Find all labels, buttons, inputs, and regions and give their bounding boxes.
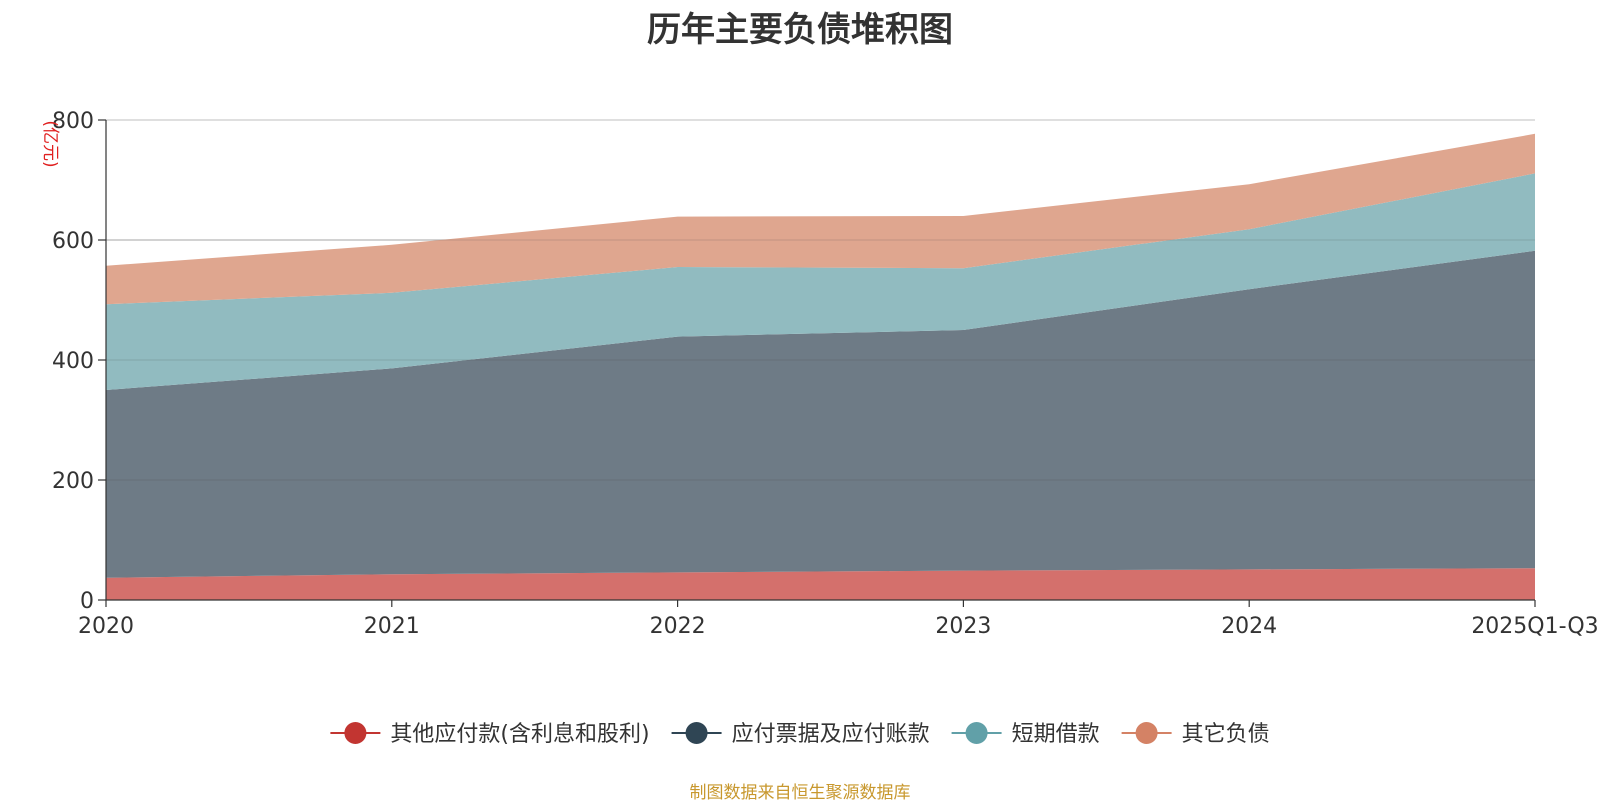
area-series-3 <box>106 173 1535 390</box>
area-series-4 <box>106 133 1535 305</box>
legend-label: 应付票据及应付账款 <box>732 722 930 747</box>
legend-item[interactable]: 应付票据及应付账款 <box>671 722 930 747</box>
legend-item[interactable]: 其他应付款(含利息和股利) <box>330 722 650 747</box>
y-axis-label: (亿元) <box>40 120 60 167</box>
x-tick-label: 2022 <box>650 614 706 639</box>
y-tick-label: 400 <box>52 349 94 374</box>
y-tick-label: 200 <box>52 469 94 494</box>
legend-marker <box>685 722 708 744</box>
legend-item[interactable]: 其它负债 <box>1121 722 1270 747</box>
y-tick-label: 0 <box>80 589 94 614</box>
x-tick-label: 2025Q1-Q3 <box>1471 614 1598 639</box>
legend-marker <box>1135 722 1158 744</box>
x-tick-label: 2020 <box>78 614 134 639</box>
y-tick-label: 600 <box>52 229 94 254</box>
legend-label: 其他应付款(含利息和股利) <box>390 722 649 747</box>
legend-marker <box>965 722 988 744</box>
area-series-1 <box>106 568 1535 600</box>
y-tick-label: 800 <box>52 109 94 134</box>
legend-marker <box>344 722 367 744</box>
chart-title: 历年主要负债堆积图 <box>647 10 953 50</box>
x-tick-label: 2024 <box>1221 614 1277 639</box>
legend-item[interactable]: 短期借款 <box>951 722 1100 747</box>
area-series-2 <box>106 250 1535 578</box>
legend-label: 其它负债 <box>1182 722 1270 747</box>
legend-label: 短期借款 <box>1012 722 1100 747</box>
x-tick-label: 2023 <box>935 614 991 639</box>
x-tick-label: 2021 <box>364 614 420 639</box>
source-note: 制图数据来自恒生聚源数据库 <box>689 783 911 803</box>
